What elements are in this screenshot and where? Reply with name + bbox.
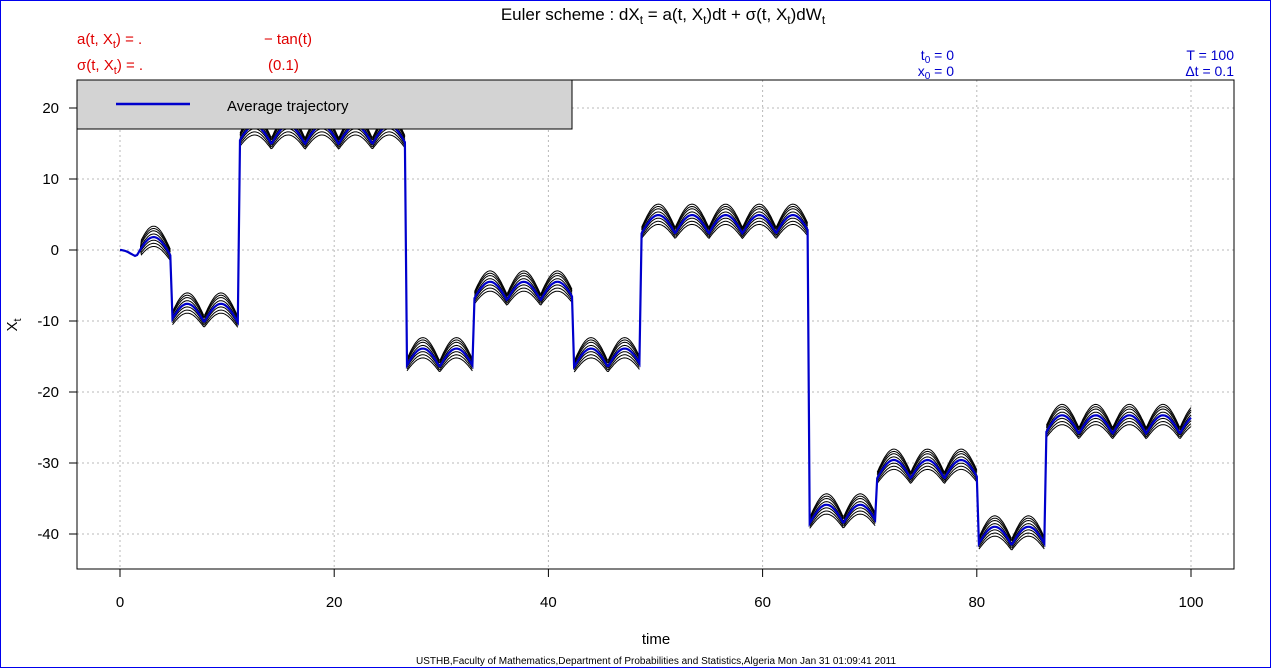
x-tick-label: 40 <box>540 594 557 611</box>
y-axis: 20 10 0 -10 -20 -30 -40 <box>37 100 77 543</box>
T-annotation: T = 100 <box>1186 47 1234 63</box>
y-tick-label: 10 <box>42 171 59 188</box>
y-tick-label: 20 <box>42 100 59 117</box>
dt-annotation: Δt = 0.1 <box>1185 63 1234 79</box>
y-tick-label: -40 <box>37 526 59 543</box>
sample-path-4 <box>120 125 1192 545</box>
x-axis-label: time <box>642 631 670 648</box>
sample-path-2 <box>120 131 1192 549</box>
x-tick-label: 100 <box>1178 594 1203 611</box>
sample-path-5 <box>120 121 1192 544</box>
x-tick-label: 20 <box>326 594 343 611</box>
y-tick-label: -30 <box>37 455 59 472</box>
series-lines <box>120 124 1192 548</box>
average-trajectory-line <box>120 124 1192 548</box>
sample-trajectories <box>120 114 1192 551</box>
x-tick-label: 60 <box>754 594 771 611</box>
grid <box>77 80 1234 569</box>
drift-value: − tan(t) <box>264 31 312 48</box>
drift-label: a(t, Xt) = . <box>77 31 142 51</box>
sample-path-7 <box>120 116 1192 541</box>
y-axis-label: Xt <box>4 318 24 331</box>
sample-path-1 <box>120 134 1192 551</box>
y-tick-label: -10 <box>37 313 59 330</box>
t0-annotation: t0 = 0 <box>921 47 954 66</box>
y-tick-label: 0 <box>51 242 59 259</box>
legend-box <box>76 79 573 130</box>
legend-label: Average trajectory <box>227 98 349 115</box>
legend: Average trajectory <box>76 79 573 130</box>
sample-path-8 <box>120 114 1192 539</box>
x0-annotation: x0 = 0 <box>918 63 955 82</box>
sample-path-3 <box>120 128 1192 547</box>
plot-border <box>76 79 1235 570</box>
chart-title: Euler scheme : dXt = a(t, Xt)dt + σ(t, X… <box>501 5 826 27</box>
y-tick-label: -20 <box>37 384 59 401</box>
footer-text: USTHB,Faculty of Mathematics,Department … <box>416 656 896 667</box>
x-axis: 0 20 40 60 80 100 <box>116 569 1204 611</box>
sample-path-6 <box>120 118 1192 542</box>
x-tick-label: 80 <box>968 594 985 611</box>
diffusion-value: (0.1) <box>268 57 299 74</box>
diffusion-label: σ(t, Xt) = . <box>77 57 143 77</box>
x-tick-label: 0 <box>116 594 124 611</box>
